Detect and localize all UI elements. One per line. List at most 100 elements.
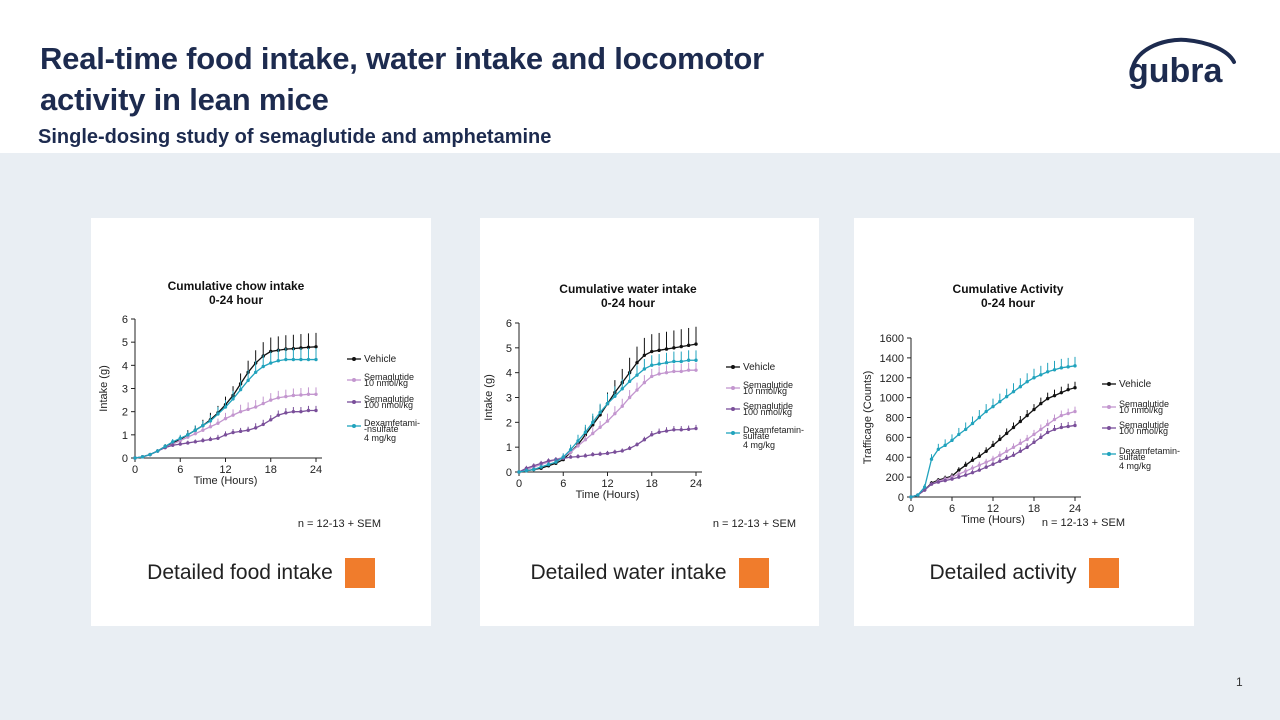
y-tick-label: 0 [506, 467, 512, 479]
data-point [568, 455, 573, 459]
data-point [963, 463, 968, 467]
data-point [1045, 422, 1050, 427]
data-point [642, 438, 647, 442]
legend-marker [731, 431, 735, 435]
data-point [943, 443, 947, 448]
data-point [583, 438, 588, 442]
y-tick-label: 2 [122, 407, 128, 419]
x-tick-label: 12 [219, 464, 231, 476]
data-point [299, 409, 303, 414]
data-point [532, 464, 536, 468]
data-point [591, 431, 595, 436]
y-tick-label: 2 [506, 417, 512, 429]
data-point [1018, 419, 1023, 424]
legend-marker [1107, 405, 1111, 409]
checkmark-icon [856, 558, 1119, 588]
data-point [984, 465, 988, 469]
data-point [1039, 373, 1043, 377]
data-point [950, 477, 954, 481]
data-point [223, 405, 228, 409]
data-point [299, 357, 303, 362]
data-point [186, 433, 190, 437]
data-point [1018, 441, 1023, 446]
data-point [664, 361, 669, 365]
data-point [253, 405, 258, 409]
data-point [193, 428, 198, 432]
data-point [238, 429, 243, 434]
data-point [291, 409, 296, 414]
y-axis-label: Trafficage (Counts) [862, 371, 874, 465]
data-point [957, 432, 961, 437]
slide-title: Real-time food intake, water intake and … [40, 38, 860, 120]
data-point [133, 456, 137, 460]
legend-marker [1107, 382, 1111, 386]
legend-label: Dexamfetami- [364, 418, 420, 428]
y-tick-label: 0 [122, 453, 128, 465]
data-point [977, 463, 982, 467]
data-point [163, 444, 167, 449]
data-point [201, 428, 205, 432]
legend-marker [352, 424, 356, 428]
data-point [1004, 449, 1009, 453]
data-point [686, 358, 691, 362]
legend-label: Semaglutide [743, 380, 793, 390]
data-point [650, 363, 654, 367]
data-point [613, 411, 617, 416]
x-tick-label: 0 [132, 464, 138, 476]
data-point [679, 369, 683, 374]
legend-label: sulfate [743, 431, 770, 441]
data-point [627, 379, 632, 384]
data-point [657, 430, 661, 434]
data-point [977, 468, 982, 472]
data-point [1032, 440, 1036, 445]
x-tick-label: 12 [987, 503, 999, 515]
data-point [635, 373, 639, 377]
data-point [664, 347, 669, 351]
data-point [1018, 384, 1023, 389]
legend-label: Semaglutide [743, 401, 793, 411]
panel-activity: Cumulative Activity 0-24 hour 0 6 12 18 24 0 200… [854, 218, 1194, 626]
data-point [672, 359, 676, 364]
data-point [1011, 389, 1016, 394]
data-point [171, 443, 175, 447]
x-tick-label: 12 [601, 478, 613, 490]
data-point [314, 345, 318, 349]
data-point [1032, 376, 1036, 380]
data-point [998, 459, 1002, 463]
series-3 [909, 356, 1077, 499]
series-1 [517, 362, 698, 474]
y-tick-label: 3 [122, 384, 128, 396]
panel-caption: Detailed water intake [480, 557, 819, 589]
data-point [201, 438, 205, 443]
series-3 [517, 350, 698, 474]
legend-marker [352, 400, 356, 404]
data-point [686, 368, 691, 372]
x-tick-label: 18 [265, 464, 277, 476]
data-point [970, 421, 975, 426]
data-point [620, 404, 624, 408]
data-point [208, 425, 213, 429]
data-point [998, 399, 1002, 404]
data-point [1066, 387, 1070, 392]
y-tick-label: 6 [122, 314, 128, 326]
data-point [977, 415, 982, 420]
data-point [672, 428, 676, 432]
data-point [546, 462, 551, 467]
data-point [1032, 407, 1036, 412]
data-point [1073, 364, 1077, 368]
data-point [635, 361, 639, 365]
data-point [664, 370, 669, 375]
legend-marker [1107, 426, 1111, 430]
data-point [936, 480, 941, 484]
series-line [134, 358, 316, 459]
y-tick-label: 400 [886, 452, 904, 464]
series-2 [133, 405, 318, 460]
x-tick-label: 18 [1028, 503, 1040, 515]
data-point [943, 478, 947, 483]
panel-food-intake: Cumulative chow intake 0-24 hour 0 6 12 18 24 0… [91, 218, 431, 626]
y-tick-label: 1 [122, 430, 128, 442]
data-point [963, 469, 968, 473]
header-band [0, 0, 1280, 153]
caption-text: Detailed food intake [147, 561, 333, 584]
data-point [216, 421, 220, 425]
